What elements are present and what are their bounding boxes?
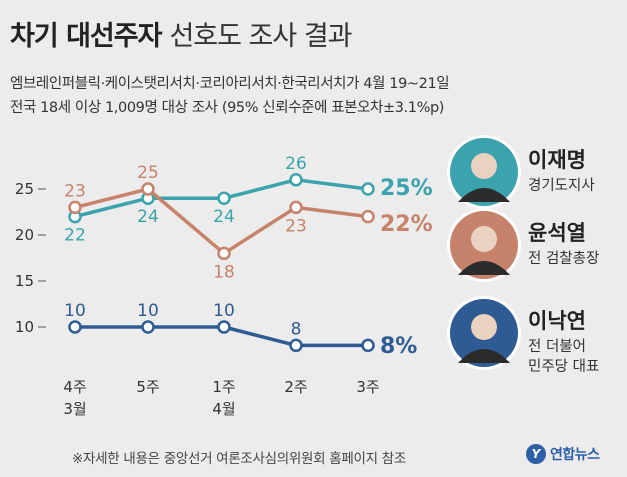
- series-point: [361, 338, 375, 353]
- series-point: [217, 246, 231, 261]
- data-label: 25: [137, 163, 159, 183]
- chart-title: 차기 대선주자 선호도 조사 결과: [10, 14, 353, 53]
- yonhap-logo: Y 연합뉴스: [526, 444, 600, 464]
- x-tick-label: 2주: [284, 378, 307, 396]
- y-tick-label: 25: [15, 180, 34, 198]
- y-tick-label: 20: [15, 226, 34, 244]
- series-point: [361, 209, 375, 224]
- data-label: 10: [137, 301, 159, 321]
- avatar-face: [471, 314, 497, 340]
- x-tick-label: 3주: [356, 378, 379, 396]
- series-end-label: 22%: [380, 212, 433, 237]
- series-end-label: 25%: [380, 176, 433, 201]
- candidate-title: 전 검찰총장: [528, 250, 599, 267]
- data-label: 10: [213, 301, 235, 321]
- series-point: [217, 320, 231, 334]
- avatar-suit: [458, 188, 510, 202]
- data-label: 24: [213, 207, 235, 227]
- series-point: [217, 191, 231, 205]
- series-point: [289, 200, 303, 215]
- candidate-name: 윤석열: [528, 221, 586, 245]
- x-tick-label: 1주: [212, 378, 235, 396]
- yonhap-logo-text: 연합뉴스: [550, 447, 600, 463]
- series-point: [68, 320, 82, 334]
- title-light: 선호도 조사 결과: [169, 21, 352, 52]
- avatar-suit: [458, 349, 510, 363]
- avatar-face: [471, 226, 497, 252]
- data-label: 24: [137, 207, 159, 227]
- y-tick-label: 10: [15, 318, 34, 336]
- y-tick-label: 15: [15, 272, 34, 290]
- candidate-title: 민주당 대표: [528, 358, 599, 375]
- series-point: [361, 182, 375, 196]
- avatar-face: [471, 153, 497, 179]
- avatar-suit: [458, 261, 510, 275]
- title-bold: 차기 대선주자: [10, 21, 162, 52]
- source-line: 엠브레인퍼블릭·케이스탯리서치·코리아리서치·한국리서치가 4월 19~21일: [10, 76, 450, 92]
- candidate-title: 경기도지사: [528, 177, 595, 194]
- x-tick-sublabel: 4월: [212, 400, 235, 418]
- data-label: 22: [64, 226, 86, 246]
- series-point: [141, 182, 155, 196]
- series-end-label: 8%: [380, 334, 417, 359]
- x-tick-label: 4주: [63, 378, 86, 396]
- data-label: 10: [64, 301, 86, 321]
- data-label: 23: [64, 181, 86, 201]
- candidate-name: 이낙연: [528, 309, 586, 333]
- data-label: 23: [285, 216, 307, 236]
- series-point: [141, 320, 155, 334]
- line-chart: 10 15 20 25 4주 3월 5주 1주 4월 2주 3주 22 24 24 26 25% 이재명경기도지…: [15, 135, 599, 418]
- footnote: ※자세한 내용은 중앙선거 여론조사심의위원회 홈페이지 참조: [72, 451, 406, 467]
- series-point: [289, 173, 303, 187]
- data-label: 8: [291, 319, 302, 339]
- series-point: [68, 200, 82, 215]
- data-label: 18: [213, 262, 235, 282]
- series-point: [289, 338, 303, 353]
- candidate-name: 이재명: [528, 148, 586, 172]
- x-tick-label: 5주: [136, 378, 159, 396]
- candidate-title: 전 더불어: [528, 338, 586, 355]
- x-tick-sublabel: 3월: [63, 400, 86, 418]
- yonhap-logo-mark: Y: [526, 444, 546, 464]
- method-line: 전국 18세 이상 1,009명 대상 조사 (95% 신뢰수준에 표본오차±3…: [10, 100, 445, 116]
- data-label: 26: [285, 154, 307, 174]
